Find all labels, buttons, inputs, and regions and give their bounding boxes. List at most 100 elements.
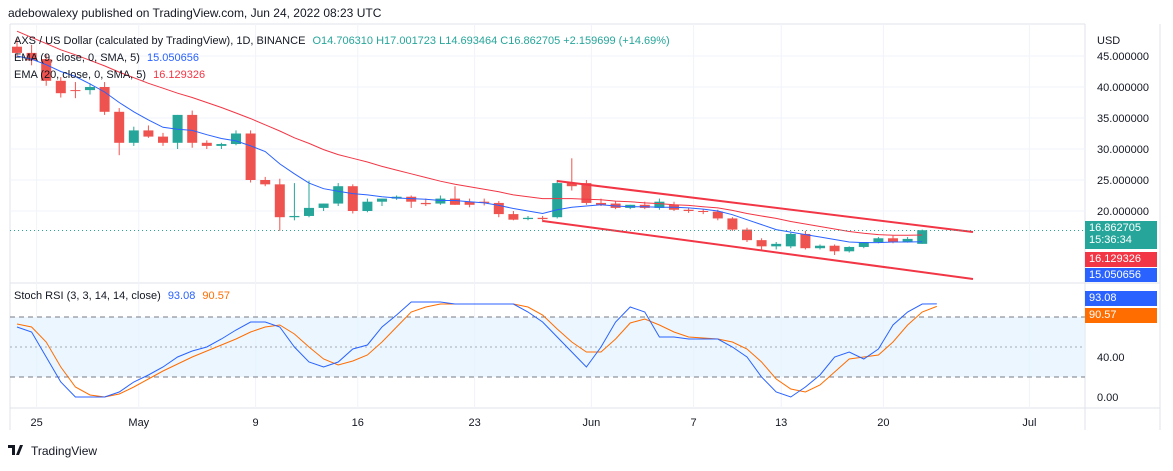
- candle-down: [450, 198, 460, 205]
- tradingview-logo[interactable]: TradingView: [8, 444, 97, 458]
- countdown-value: 15:36:34: [1089, 234, 1132, 246]
- candle-down: [143, 130, 154, 137]
- candle-down: [479, 201, 490, 203]
- candle-up: [771, 243, 782, 247]
- stoch-tick-label: 0.00: [1097, 392, 1118, 404]
- candle-down: [698, 211, 709, 212]
- candle-down: [26, 52, 37, 61]
- candle-down: [829, 245, 840, 252]
- symbol-legend[interactable]: AXS / US Dollar (calculated by TradingVi…: [14, 35, 670, 47]
- candle-up: [333, 186, 344, 204]
- currency-label: USD: [1097, 35, 1120, 47]
- candle-down: [727, 218, 738, 230]
- stoch-label: Stoch RSI (3, 3, 14, 14, close): [14, 290, 161, 302]
- candle-up: [435, 198, 446, 204]
- candle-down: [493, 202, 504, 215]
- candle-down: [41, 59, 52, 81]
- candle-up: [902, 238, 913, 242]
- stoch-k-price-tag: 93.08: [1085, 291, 1157, 306]
- candle-down: [114, 111, 125, 143]
- ohlc-values: O14.706310 H17.001723 L14.693464 C16.862…: [312, 35, 670, 47]
- time-tick-label: 9: [253, 417, 259, 429]
- ema20-line: [16, 30, 923, 236]
- published-caption: adebowalexy published on TradingView.com…: [8, 6, 382, 20]
- candle-down: [406, 196, 417, 202]
- candle-down: [712, 211, 723, 219]
- candle-down: [508, 214, 519, 220]
- candle-up: [318, 203, 329, 208]
- last-price-value: 16.862705: [1089, 222, 1141, 234]
- candle-down: [99, 87, 110, 112]
- tradingview-logo-icon: [8, 444, 26, 458]
- candle-down: [596, 202, 606, 205]
- time-tick-label: May: [128, 417, 149, 429]
- candle-up: [523, 217, 533, 220]
- candle-up: [377, 198, 387, 202]
- symbol-name: AXS / US Dollar (calculated by TradingVi…: [14, 35, 306, 47]
- candle-up: [654, 201, 665, 208]
- candle-down: [158, 136, 168, 143]
- candle-down: [800, 233, 811, 249]
- time-tick-label: 20: [877, 417, 889, 429]
- time-tick-label: 23: [468, 417, 480, 429]
- price-tick-label: 25.000000: [1097, 175, 1149, 187]
- candle-down: [274, 184, 285, 218]
- time-tick-label: Jun: [583, 417, 601, 429]
- candle-down: [245, 133, 256, 180]
- candle-up: [917, 230, 928, 244]
- candle-down: [260, 180, 271, 185]
- ema9-value: 15.050656: [147, 52, 199, 64]
- candle-down: [683, 209, 694, 211]
- ema20-label: EMA (20, close, 0, SMA, 5): [14, 69, 147, 81]
- price-tick-label: 35.000000: [1097, 113, 1149, 125]
- candle-up: [216, 144, 227, 146]
- candle-down: [566, 183, 577, 187]
- time-axis-labels: 25 May 9 16 23 Jun 7 13 20 Jul: [30, 417, 1036, 429]
- stoch-axis-labels: 40.00 0.00: [1097, 352, 1125, 404]
- ema9-label: EMA (9, close, 0, SMA, 5): [14, 52, 140, 64]
- candle-down: [581, 183, 592, 203]
- price-tick-label: 30.000000: [1097, 144, 1149, 156]
- candle-up: [289, 215, 300, 218]
- candle-up: [844, 246, 855, 252]
- candle-down: [756, 240, 767, 247]
- candle-down: [12, 46, 22, 53]
- price-axis-labels: 45.000000 40.000000 35.000000 30.000000 25.0…: [1097, 51, 1149, 218]
- candle-up: [873, 238, 884, 242]
- channel-upper-trendline[interactable]: [556, 180, 974, 233]
- stoch-legend[interactable]: Stoch RSI (3, 3, 14, 14, close) 93.08 90…: [14, 290, 230, 302]
- brand-name: TradingView: [31, 444, 98, 458]
- time-tick-label: 25: [30, 417, 42, 429]
- candle-down: [347, 186, 358, 211]
- ema20-price-tag: 16.129326: [1085, 252, 1157, 267]
- candle-up: [231, 133, 241, 145]
- stoch-k-line: [16, 301, 937, 398]
- stoch-tick-label: 40.00: [1097, 352, 1125, 364]
- time-tick-label: 13: [775, 417, 787, 429]
- candle-up: [815, 245, 825, 249]
- price-tick-label: 20.000000: [1097, 206, 1149, 218]
- candle-up: [128, 130, 139, 143]
- ema9-price-tag: 15.050656: [1085, 268, 1157, 282]
- candle-down: [70, 90, 81, 92]
- candle-down: [742, 229, 752, 241]
- ema9-line: [16, 55, 923, 244]
- ema20-value: 16.129326: [153, 69, 206, 81]
- candle-down: [464, 201, 475, 205]
- last-price-tag: 16.862705 15:36:34: [1085, 221, 1157, 249]
- stoch-d-value: 90.57: [202, 290, 230, 302]
- stoch-d-price-tag: 90.57: [1085, 308, 1157, 323]
- candle-up: [304, 207, 314, 216]
- price-tick-label: 40.000000: [1097, 82, 1149, 94]
- ema20-legend[interactable]: EMA (20, close, 0, SMA, 5) 16.129326: [14, 69, 205, 81]
- ema9-legend[interactable]: EMA (9, close, 0, SMA, 5) 15.050656: [14, 52, 199, 64]
- candle-up: [785, 233, 796, 247]
- time-tick-label: Jul: [1022, 417, 1036, 429]
- candle-up: [362, 201, 373, 211]
- stoch-k-value: 93.08: [167, 290, 196, 302]
- candle-down: [537, 217, 548, 220]
- candle-up: [85, 87, 95, 91]
- candle-down: [201, 142, 212, 146]
